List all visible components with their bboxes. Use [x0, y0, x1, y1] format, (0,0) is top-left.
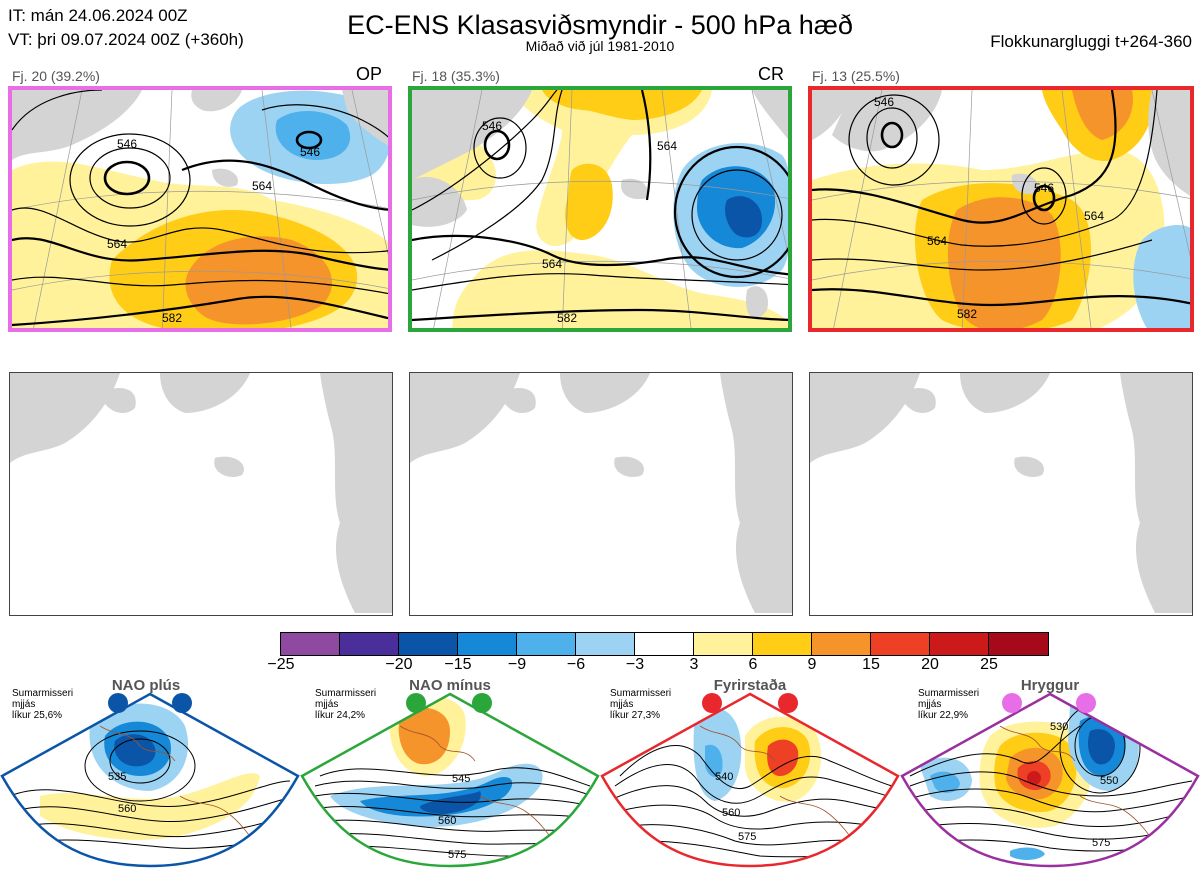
regime-3-dot [702, 693, 722, 713]
colorbar-swatch [989, 633, 1048, 655]
colorbar-tick-label: 9 [807, 656, 817, 673]
colorbar-tick-label: 15 [862, 656, 880, 673]
cluster-3-map: 546 546 564 582 564 [808, 86, 1194, 332]
colorbar-swatch [753, 633, 812, 655]
colorbar-tick-label: −20 [385, 656, 413, 673]
colorbar-tick-label: −25 [267, 656, 295, 673]
cluster-1-tag: OP [356, 64, 383, 84]
regime-4-contour-label: 530 [1050, 721, 1068, 733]
cluster-2-tag: CR [758, 64, 784, 84]
colorbar-tick-label: 25 [980, 656, 998, 673]
empty-map-3 [809, 372, 1193, 616]
regime-3-map: 540 560 575 [600, 692, 900, 868]
regime-4-dot [1076, 693, 1096, 713]
regime-1-contour-label: 560 [118, 803, 136, 815]
cluster-1-contour-label: 546 [300, 145, 320, 159]
valid-time: VT: þri 09.07.2024 00Z (+360h) [8, 30, 244, 49]
regime-2-map: 545 560 575 [300, 692, 600, 868]
cluster-3-contour-label: 546 [874, 95, 894, 109]
cluster-1-contour-label: 564 [252, 179, 272, 193]
regime-1-map: 535 560 [0, 692, 300, 868]
regime-3-title: Fyrirstaða [713, 677, 787, 694]
colorbar-swatch [871, 633, 930, 655]
page-subtitle: Miðað við júl 1981-2010 [525, 38, 675, 54]
colorbar-tick-label: 3 [689, 656, 699, 673]
page-title: EC-ENS Klasasviðsmyndir - 500 hPa hæð [347, 10, 853, 40]
regime-3-contour-label: 540 [715, 771, 733, 783]
regime-3-contour-label: 575 [738, 831, 756, 843]
regime-1-contour-label: 535 [108, 771, 126, 783]
regime-4-contour-label: 550 [1100, 775, 1118, 787]
cluster-2-contour-label: 564 [657, 139, 677, 153]
cluster-2-contour-label: 546 [482, 119, 502, 133]
cluster-3-label: Fj. 13 (25.5%) [812, 68, 900, 84]
cluster-3-contour-label: 564 [1084, 209, 1104, 223]
colorbar-tick-label: −6 [566, 656, 586, 673]
colorbar-swatch [930, 633, 989, 655]
regime-3-dot [778, 693, 798, 713]
regime-3-contour-label: 560 [722, 807, 740, 819]
regime-2-title: NAO mínus [409, 677, 491, 694]
colorbar-tick-label: −3 [625, 656, 645, 673]
colorbar-swatch [694, 633, 753, 655]
regime-4-map: 530 550 575 [900, 692, 1200, 868]
colorbar-swatch [281, 633, 340, 655]
empty-map-2 [409, 372, 793, 616]
regime-2-dot [406, 693, 426, 713]
regime-2-contour-label: 545 [452, 773, 470, 785]
cluster-3-contour-label: 582 [957, 307, 977, 321]
regime-2-dot [472, 693, 492, 713]
colorbar-swatch [635, 633, 694, 655]
colorbar-tick-label: −9 [507, 656, 527, 673]
cluster-2-contour-label: 564 [542, 257, 562, 271]
window-label: Flokkunargluggi t+264-360 [990, 32, 1192, 51]
colorbar-swatch [340, 633, 399, 655]
regime-1-note: Sumarmisseri mjjás líkur 25,6% [12, 688, 74, 721]
colorbar-swatch [812, 633, 871, 655]
colorbar-swatch [517, 633, 576, 655]
cluster-1-contour-label: 546 [117, 137, 137, 151]
empty-map-1 [9, 372, 393, 616]
colorbar-swatch [399, 633, 458, 655]
regime-4-contour-label: 575 [1092, 837, 1110, 849]
cluster-1-map: 546 564 582 546 564 [8, 86, 392, 332]
regime-4-title: Hryggur [1020, 677, 1080, 694]
regime-1-title: NAO plús [111, 677, 181, 694]
regime-2-note: Sumarmisseri mjjás líkur 24,2% [315, 688, 377, 721]
colorbar-tick-label: 6 [748, 656, 758, 673]
colorbar-tick-label: 20 [921, 656, 939, 673]
cluster-3-contour-label: 564 [927, 234, 947, 248]
cluster-2-contour-label: 582 [557, 311, 577, 325]
cluster-1-contour-label: 582 [162, 311, 182, 325]
regime-4-dot [1002, 693, 1022, 713]
cluster-2-map: 546 564 582 564 [408, 86, 792, 332]
regime-2-contour-label: 575 [448, 849, 466, 861]
cluster-2-label: Fj. 18 (35.3%) [412, 68, 500, 84]
colorbar-tick-label: −15 [444, 656, 472, 673]
cluster-1-contour-label: 564 [107, 237, 127, 251]
regime-1-dot [108, 693, 128, 713]
cluster-1-label: Fj. 20 (39.2%) [12, 68, 100, 84]
cluster-3-contour-label: 546 [1034, 181, 1054, 195]
init-time: IT: mán 24.06.2024 00Z [8, 6, 188, 25]
regime-3-note: Sumarmisseri mjjás líkur 27,3% [610, 688, 672, 721]
anomaly-colorbar [280, 632, 1049, 656]
regime-1-dot [172, 693, 192, 713]
colorbar-swatch [576, 633, 635, 655]
colorbar-swatch [458, 633, 517, 655]
regime-4-note: Sumarmisseri mjjás líkur 22,9% [918, 688, 980, 721]
regime-2-contour-label: 560 [438, 815, 456, 827]
